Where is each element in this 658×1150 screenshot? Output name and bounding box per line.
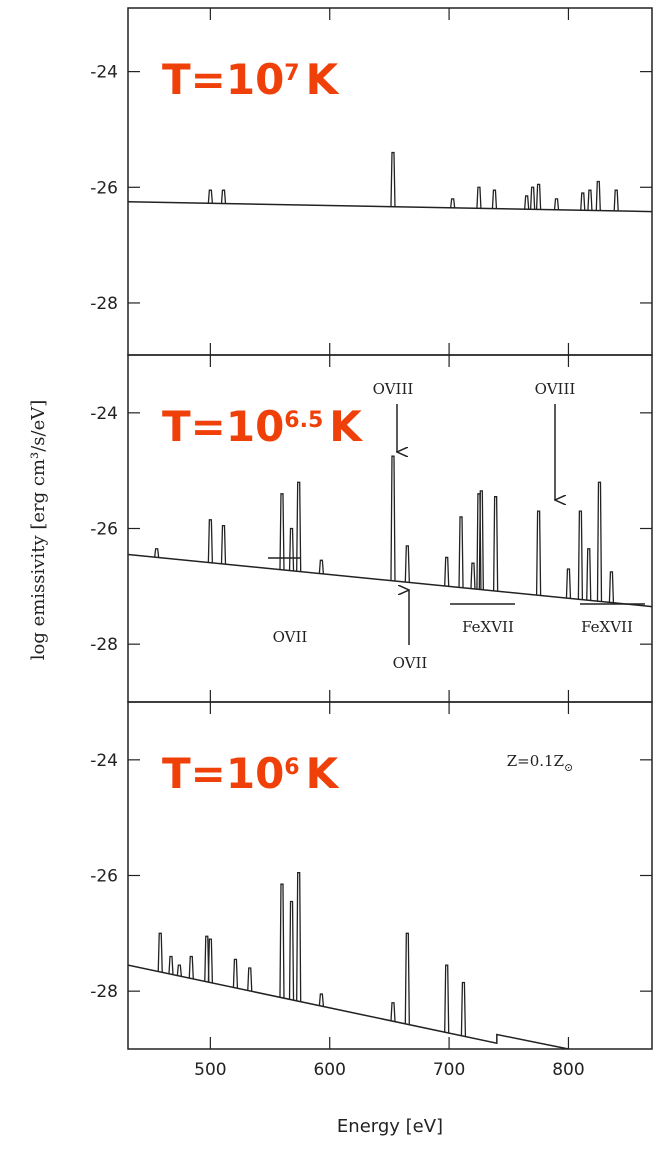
x-tick-label: 700 (433, 1060, 465, 1080)
annotation: OVIII (373, 380, 414, 398)
y-tick-label: -24 (90, 404, 118, 424)
title-exponent: 7 (284, 61, 299, 86)
x-tick-label: 500 (194, 1060, 226, 1080)
emission-line (404, 932, 410, 1025)
title-exponent: 6.5 (284, 408, 323, 433)
emission-line (247, 967, 253, 991)
emission-line (460, 981, 467, 1037)
emission-line (207, 189, 214, 204)
annotation: FeXVII (581, 618, 633, 636)
emission-line (168, 955, 174, 975)
emission-line (232, 958, 239, 988)
x-tick-label: 800 (552, 1060, 584, 1080)
emission-line (220, 189, 227, 204)
x-axis-label: Energy [eV] (337, 1116, 443, 1137)
emission-line (154, 548, 160, 558)
y-tick-label: -24 (90, 751, 118, 771)
emission-line (176, 964, 182, 977)
emission-line (613, 189, 619, 211)
continuum (128, 964, 569, 1049)
emission-line (478, 490, 484, 590)
title-unit: K (306, 55, 340, 104)
emission-line (608, 571, 615, 603)
plot-area (128, 871, 569, 1049)
emission-line (288, 900, 295, 1000)
plot-area (128, 151, 652, 213)
note-subscript: ⊙ (564, 761, 573, 774)
emission-line (586, 548, 592, 601)
emission-line (577, 510, 584, 600)
emission-line (535, 183, 542, 210)
y-tick-label: -28 (90, 635, 118, 655)
title-base: T=10 (162, 55, 284, 104)
title-exponent: 6 (284, 755, 299, 780)
emission-line (470, 562, 476, 589)
continuum (128, 553, 652, 608)
emission-line (220, 524, 227, 565)
annotation: OVII (273, 628, 308, 646)
emission-line (444, 964, 450, 1033)
emission-line (524, 195, 530, 210)
emission-line (390, 151, 396, 207)
emission-line (296, 481, 302, 572)
emission-line (390, 1002, 396, 1022)
emission-line (596, 481, 603, 602)
continuum (128, 200, 652, 213)
title-base: T=10 (162, 402, 284, 451)
emission-line (450, 198, 456, 208)
emission-line (296, 871, 302, 1002)
emission-line (279, 883, 285, 998)
emission-line (580, 192, 586, 211)
emission-line (535, 510, 542, 596)
emission-line (318, 559, 325, 574)
annotation: FeXVII (462, 618, 514, 636)
y-tick-label: -26 (90, 520, 118, 540)
y-tick-label: -26 (90, 867, 118, 887)
emission-line (390, 455, 396, 581)
y-tick-label: -24 (90, 63, 118, 83)
annotation: OVIII (535, 380, 576, 398)
x-tick-label: 600 (313, 1060, 345, 1080)
panel-title: T=107 K (162, 55, 340, 104)
emission-line (404, 545, 410, 583)
y-tick-label: -28 (90, 294, 118, 314)
emission-line (491, 189, 498, 209)
y-axis-label: log emissivity [erg cm³/s/eV] (28, 400, 49, 661)
plot-area (128, 455, 652, 608)
emission-line (188, 955, 194, 979)
emission-line (279, 493, 285, 570)
emission-line (529, 186, 536, 210)
emission-line (458, 516, 464, 588)
title-unit: K (306, 749, 340, 798)
note: Z=0.1Z⊙ (507, 752, 574, 774)
emission-line (587, 189, 593, 211)
emission-line (444, 556, 450, 587)
emission-line (492, 496, 499, 592)
emission-line (565, 568, 572, 599)
emission-line (288, 527, 295, 571)
annotation: OVII (393, 654, 428, 672)
panel-title: T=106 K (162, 749, 340, 798)
emission-line (207, 519, 214, 563)
y-tick-label: -26 (90, 178, 118, 198)
emission-line (476, 186, 482, 209)
emission-line (553, 198, 560, 210)
emission-line (595, 180, 601, 211)
panel-title: T=106.5 K (162, 402, 363, 451)
title-unit: K (329, 402, 363, 451)
y-tick-label: -28 (90, 982, 118, 1002)
emission-line (207, 938, 214, 983)
emission-line (318, 993, 325, 1007)
note-text: Z=0.1Z (507, 752, 564, 770)
title-base: T=10 (162, 749, 284, 798)
emission-line (157, 932, 163, 972)
